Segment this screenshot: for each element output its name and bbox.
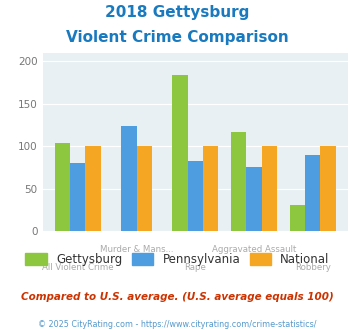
Bar <box>173 75 188 231</box>
Bar <box>188 161 203 231</box>
Bar <box>55 143 70 231</box>
Bar <box>137 146 152 231</box>
Text: Rape: Rape <box>184 263 206 272</box>
Bar <box>262 146 277 231</box>
Bar <box>203 146 218 231</box>
Legend: Gettysburg, Pennsylvania, National: Gettysburg, Pennsylvania, National <box>21 248 334 271</box>
Text: Robbery: Robbery <box>295 263 331 272</box>
Bar <box>320 146 335 231</box>
Text: Aggravated Assault: Aggravated Assault <box>212 245 296 254</box>
Bar <box>86 146 101 231</box>
Text: Murder & Mans...: Murder & Mans... <box>100 245 173 254</box>
Text: Compared to U.S. average. (U.S. average equals 100): Compared to U.S. average. (U.S. average … <box>21 292 334 302</box>
Bar <box>246 167 262 231</box>
Text: 2018 Gettysburg: 2018 Gettysburg <box>105 5 250 20</box>
Bar <box>305 155 320 231</box>
Bar <box>121 126 137 231</box>
Bar <box>231 132 246 231</box>
Text: All Violent Crime: All Violent Crime <box>42 263 114 272</box>
Text: Violent Crime Comparison: Violent Crime Comparison <box>66 30 289 45</box>
Text: © 2025 CityRating.com - https://www.cityrating.com/crime-statistics/: © 2025 CityRating.com - https://www.city… <box>38 320 317 329</box>
Bar <box>70 163 86 231</box>
Bar <box>290 205 305 231</box>
